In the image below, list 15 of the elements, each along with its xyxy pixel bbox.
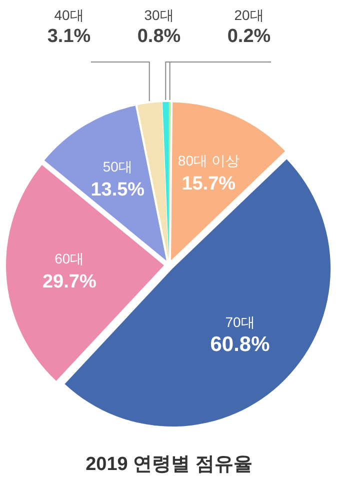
data-label: 0.8% [137,26,181,47]
slice-label: 20대 [234,7,264,23]
data-label: 29.7% [42,272,96,293]
data-label: 3.1% [47,26,91,47]
text: 2019 연령별 점유율 [86,454,252,475]
data-label: 0.2% [227,26,271,47]
data-label: 13.5% [90,179,145,200]
data-label: 15.7% [182,173,236,194]
slice-label: 70대 [225,314,255,330]
slice-label: 60대 [54,250,84,267]
slice-label: 40대 [54,7,84,23]
slice-label: 80대 이상 [178,152,240,168]
slice-label: 30대 [144,7,174,23]
data-label: 60.8% [210,333,270,356]
slice-label: 50대 [102,158,132,174]
